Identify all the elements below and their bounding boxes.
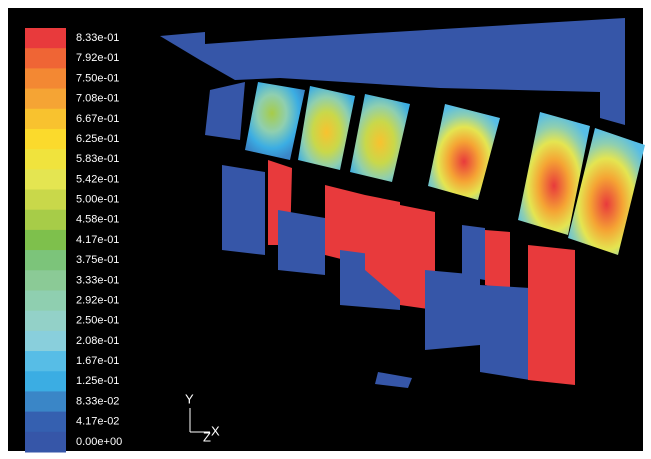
color-swatch <box>25 230 66 251</box>
colorbar-label: 7.50e-01 <box>76 72 119 84</box>
color-swatch <box>25 270 66 291</box>
colorbar-label: 2.50e-01 <box>76 315 119 327</box>
color-swatch <box>25 391 66 412</box>
color-swatch <box>25 109 66 130</box>
axis-label: X <box>211 423 220 438</box>
colorbar-label: 3.75e-01 <box>76 254 119 266</box>
colorbar-label: 8.33e-02 <box>76 395 119 407</box>
colorbar-label: 4.58e-01 <box>76 214 119 226</box>
color-swatch <box>25 351 66 372</box>
color-swatch <box>25 331 66 352</box>
axis-label: Z <box>203 429 211 444</box>
color-swatch <box>25 371 66 392</box>
colorbar-label: 4.17e-01 <box>76 234 119 246</box>
color-swatch <box>25 311 66 332</box>
colorbar-label: 1.25e-01 <box>76 375 119 387</box>
color-swatch <box>25 190 66 211</box>
colorbar-label: 5.83e-01 <box>76 153 119 165</box>
colorbar-label: 5.42e-01 <box>76 173 119 185</box>
color-swatch <box>25 250 66 271</box>
axis-label: Y <box>185 391 194 406</box>
color-swatch <box>25 290 66 311</box>
colorbar-label: 6.67e-01 <box>76 113 119 125</box>
colorbar-label: 1.67e-01 <box>76 355 119 367</box>
colorbar-label: 2.92e-01 <box>76 294 119 306</box>
color-swatch <box>25 169 66 190</box>
colorbar-label: 7.92e-01 <box>76 52 119 64</box>
colorbar-label: 6.25e-01 <box>76 133 119 145</box>
contour-view: 8.33e-01 7.92e-01 7.50e-01 7.08e-01 6.67e-01… <box>0 0 651 459</box>
color-swatch <box>25 48 66 69</box>
color-swatch <box>25 432 66 453</box>
color-swatch <box>25 412 66 433</box>
color-swatch <box>25 210 66 231</box>
color-swatch <box>25 89 66 110</box>
color-swatch <box>25 68 66 89</box>
colorbar-label: 3.33e-01 <box>76 274 119 286</box>
colorbar-label: 5.00e-01 <box>76 194 119 206</box>
colorbar-label: 7.08e-01 <box>76 93 119 105</box>
colorbar-label: 4.17e-02 <box>76 416 119 428</box>
colorbar-label: 8.33e-01 <box>76 32 119 44</box>
color-swatch <box>25 149 66 170</box>
colorbar-label: 2.08e-01 <box>76 335 119 347</box>
color-swatch <box>25 28 66 49</box>
colorbar-label: 0.00e+00 <box>76 436 122 448</box>
color-swatch <box>25 129 66 150</box>
